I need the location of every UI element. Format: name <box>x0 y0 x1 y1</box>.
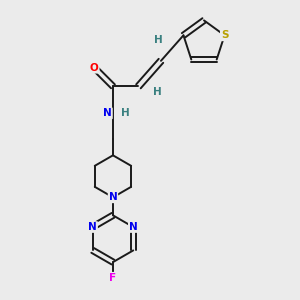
Text: N: N <box>88 222 97 232</box>
Text: H: H <box>154 35 163 45</box>
Text: N: N <box>109 192 117 202</box>
Text: H: H <box>121 108 130 118</box>
Text: H: H <box>153 87 161 97</box>
Text: F: F <box>110 273 116 283</box>
Text: N: N <box>103 108 112 118</box>
Text: O: O <box>90 63 99 73</box>
Text: S: S <box>221 30 228 40</box>
Text: N: N <box>129 222 138 232</box>
